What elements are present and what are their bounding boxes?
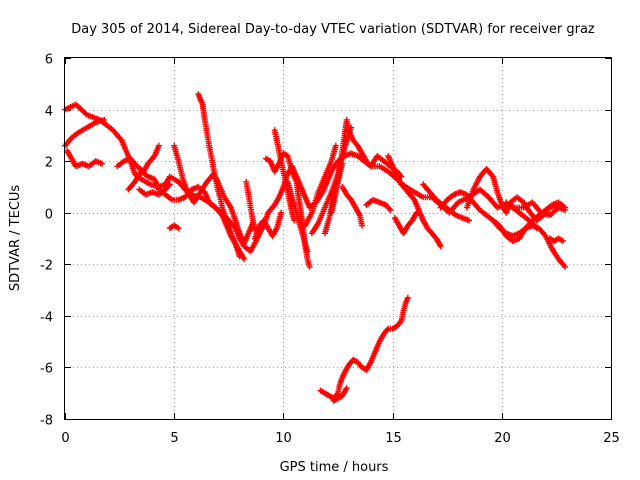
data-point [241, 256, 248, 263]
data-point [278, 209, 285, 216]
y-tick-label: 4 [45, 105, 53, 120]
data-point [560, 238, 566, 245]
data-point [101, 116, 108, 123]
x-axis-label: GPS time / hours [280, 460, 389, 475]
data-point [175, 225, 182, 232]
y-tick-labels: -8 -6 -4 -2 0 2 4 6 [40, 53, 53, 429]
data-point [404, 294, 411, 301]
x-tick-label: 5 [170, 431, 178, 446]
y-tick-label: 0 [45, 208, 53, 223]
y-tick-label: -6 [40, 362, 53, 377]
data-point [332, 142, 339, 149]
data-point [562, 263, 569, 270]
x-tick-label: 10 [275, 431, 292, 446]
data-point [155, 142, 162, 149]
y-tick-label: 6 [45, 53, 53, 68]
data-point [359, 222, 365, 229]
y-tick-label: -2 [40, 259, 53, 274]
grid [65, 58, 611, 419]
y-tick-label: -8 [40, 414, 53, 429]
y-tick-label: -4 [40, 311, 53, 326]
y-axis-label: SDTVAR / TECUs [8, 185, 23, 292]
data-point [437, 243, 444, 250]
y-tick-label: 2 [45, 156, 53, 171]
x-tick-labels: 0 5 10 15 20 25 [61, 431, 619, 446]
x-tick-label: 20 [494, 431, 511, 446]
data-point [343, 385, 350, 392]
data-point [384, 327, 391, 333]
data-points [62, 91, 569, 404]
plot-frame [64, 57, 612, 420]
data-point [562, 204, 569, 211]
data-point [466, 217, 472, 224]
data-point [304, 248, 311, 255]
data-point [533, 225, 540, 232]
axis-ticks [65, 58, 612, 420]
chart-title: Day 305 of 2014, Sidereal Day-to-day VTE… [71, 22, 595, 37]
data-point [387, 207, 394, 214]
data-point [99, 160, 106, 167]
x-tick-label: 25 [603, 431, 620, 446]
data-point [166, 181, 173, 188]
x-tick-label: 0 [61, 431, 69, 446]
x-tick-label: 15 [385, 431, 402, 446]
data-point [236, 253, 243, 260]
data-point [306, 263, 313, 270]
